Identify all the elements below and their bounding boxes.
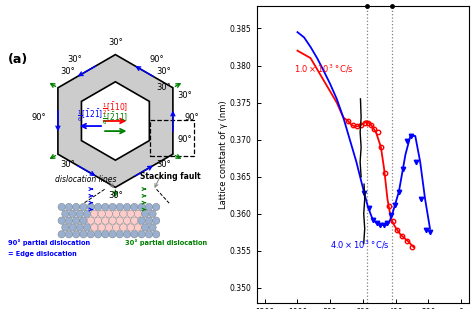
- Circle shape: [101, 231, 109, 238]
- Circle shape: [127, 210, 135, 218]
- Circle shape: [109, 217, 116, 224]
- Text: 30°: 30°: [156, 160, 171, 169]
- Circle shape: [65, 203, 73, 211]
- Text: Stacking fault: Stacking fault: [140, 171, 201, 180]
- Circle shape: [120, 210, 127, 218]
- Circle shape: [98, 210, 105, 218]
- Text: 90°: 90°: [178, 135, 192, 144]
- Circle shape: [94, 217, 102, 224]
- Circle shape: [138, 203, 146, 211]
- Circle shape: [65, 231, 73, 238]
- Circle shape: [73, 231, 80, 238]
- Circle shape: [76, 210, 83, 218]
- Circle shape: [94, 203, 102, 211]
- Circle shape: [138, 231, 146, 238]
- Circle shape: [134, 210, 142, 218]
- Text: (a): (a): [8, 53, 28, 66]
- Text: Ms: Ms: [386, 0, 397, 2]
- Text: 30°: 30°: [156, 67, 171, 76]
- Circle shape: [83, 210, 91, 218]
- Circle shape: [76, 224, 83, 231]
- Text: 30°: 30°: [60, 160, 75, 169]
- Circle shape: [145, 231, 153, 238]
- Circle shape: [116, 203, 124, 211]
- Circle shape: [105, 224, 113, 231]
- Circle shape: [153, 231, 160, 238]
- Circle shape: [73, 217, 80, 224]
- Text: 30°: 30°: [60, 67, 75, 76]
- Circle shape: [131, 231, 138, 238]
- Circle shape: [145, 217, 153, 224]
- Circle shape: [58, 203, 65, 211]
- Text: 30°: 30°: [108, 38, 123, 47]
- Text: Bs: Bs: [361, 0, 371, 2]
- Text: 30°: 30°: [156, 83, 171, 92]
- Y-axis label: Lattice constant of γ (nm): Lattice constant of γ (nm): [219, 100, 228, 209]
- Circle shape: [80, 217, 87, 224]
- Circle shape: [87, 203, 94, 211]
- Circle shape: [149, 224, 156, 231]
- Circle shape: [58, 231, 65, 238]
- Circle shape: [80, 231, 87, 238]
- Circle shape: [149, 210, 156, 218]
- Circle shape: [116, 231, 124, 238]
- Circle shape: [131, 203, 138, 211]
- Circle shape: [138, 217, 146, 224]
- Circle shape: [94, 231, 102, 238]
- Circle shape: [153, 203, 160, 211]
- Circle shape: [87, 231, 94, 238]
- Circle shape: [145, 203, 153, 211]
- Text: 30°: 30°: [67, 55, 82, 64]
- Text: 90°: 90°: [184, 113, 199, 122]
- Circle shape: [116, 217, 124, 224]
- Circle shape: [112, 224, 120, 231]
- Text: 30°: 30°: [178, 91, 192, 100]
- Circle shape: [142, 224, 149, 231]
- Circle shape: [62, 210, 69, 218]
- Circle shape: [153, 217, 160, 224]
- Circle shape: [91, 210, 98, 218]
- Circle shape: [134, 224, 142, 231]
- Text: = Edge dislocation: = Edge dislocation: [8, 251, 77, 257]
- Circle shape: [69, 210, 76, 218]
- Circle shape: [69, 224, 76, 231]
- Circle shape: [105, 210, 113, 218]
- Circle shape: [87, 217, 94, 224]
- Circle shape: [91, 224, 98, 231]
- Circle shape: [73, 203, 80, 211]
- Text: $1.0\times10^{3}$ $\degree$C/s: $1.0\times10^{3}$ $\degree$C/s: [294, 63, 354, 75]
- Circle shape: [109, 231, 116, 238]
- Circle shape: [123, 217, 131, 224]
- Text: 90°: 90°: [149, 55, 164, 64]
- Circle shape: [127, 224, 135, 231]
- Circle shape: [131, 217, 138, 224]
- Text: 30°: 30°: [108, 191, 123, 200]
- Circle shape: [58, 217, 65, 224]
- Circle shape: [101, 203, 109, 211]
- Circle shape: [62, 224, 69, 231]
- Circle shape: [65, 217, 73, 224]
- Circle shape: [80, 203, 87, 211]
- Text: 90° partial dislocation: 90° partial dislocation: [8, 239, 90, 247]
- Text: $\frac{1}{6}[\bar{2}11]$: $\frac{1}{6}[\bar{2}11]$: [102, 111, 128, 127]
- Circle shape: [112, 210, 120, 218]
- Text: 30° partial dislocation: 30° partial dislocation: [125, 239, 207, 247]
- Text: $\frac{1}{6}[\bar{1}2\bar{1}]$: $\frac{1}{6}[\bar{1}2\bar{1}]$: [77, 107, 103, 124]
- Circle shape: [123, 231, 131, 238]
- Circle shape: [120, 224, 127, 231]
- Bar: [150, 120, 194, 156]
- Text: dislocation lines: dislocation lines: [55, 176, 117, 184]
- Circle shape: [101, 217, 109, 224]
- Circle shape: [123, 203, 131, 211]
- Circle shape: [98, 224, 105, 231]
- Text: 90°: 90°: [32, 113, 46, 122]
- Polygon shape: [58, 55, 173, 187]
- Circle shape: [142, 210, 149, 218]
- Text: $4.0\times10^{3}$ $\degree$C/s: $4.0\times10^{3}$ $\degree$C/s: [330, 239, 390, 251]
- Circle shape: [83, 224, 91, 231]
- Polygon shape: [82, 82, 149, 160]
- Text: $\frac{1}{2}[\bar{1}10]$: $\frac{1}{2}[\bar{1}10]$: [102, 101, 128, 117]
- Circle shape: [109, 203, 116, 211]
